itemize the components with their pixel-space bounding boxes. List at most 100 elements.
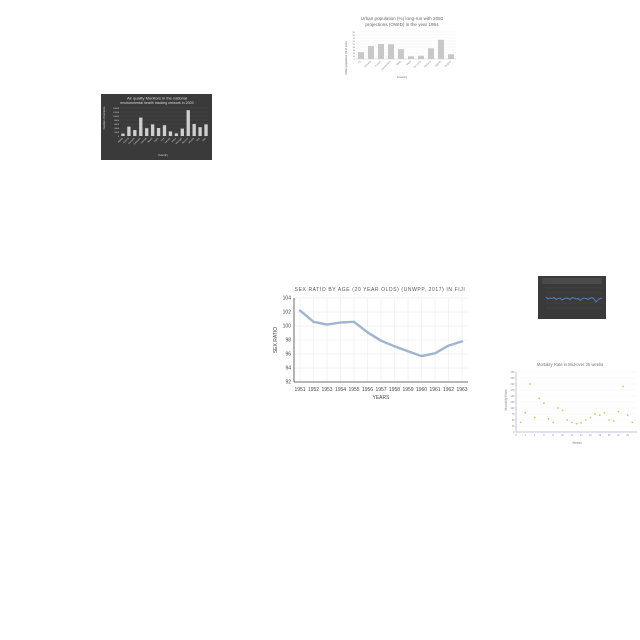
y-tick-label: 225 [511,377,516,380]
data-point [570,421,573,424]
data-point [556,407,559,409]
chart-title-line: environmental health tracking network in… [120,101,193,105]
x-tick-label: Tanzania [424,60,432,68]
bar [186,110,190,136]
x-tick-label: 4 [534,434,536,437]
y-tick-label: 6000 [114,124,119,126]
x-tick-label: 22 [617,434,620,437]
y-axis-label: SEX RATIO [273,327,279,353]
x-tick-label: Grenada [364,60,373,69]
chart-title-line: Urban population (%) long-run with 2050 [361,16,444,21]
y-tick-label: 90 [353,32,356,34]
x-tick-label: Utah [202,136,208,142]
x-tick-label: Michigan [176,137,184,145]
y-tick-label: 200 [511,383,516,386]
bar [204,124,208,136]
x-tick-label: Uganda [435,60,442,67]
mortality-scatter-svg: Mortality Rate in Mid-over 25 weeks Mort… [504,362,637,445]
data-point [626,414,629,417]
data-point [533,416,536,419]
data-point [552,421,555,424]
x-axis-label: Weeks [572,441,582,445]
bar [408,56,414,59]
y-tick-label: 150 [511,395,516,398]
data-point [543,402,545,405]
data-point [608,419,610,421]
chart-title: SEX RATIO BY AGE (20 YEAR OLDS) (UNWPP, … [295,287,466,293]
bar [358,52,364,59]
x-tick-label: Nepal [406,60,412,66]
x-tick-label: Iowa [161,137,166,142]
y-tick-label: 92 [285,380,291,386]
y-tick-label: 8000 [114,120,119,122]
sex-ratio-svg: SEX RATIO BY AGE (20 YEAR OLDS) (UNWPP, … [273,287,468,401]
data-point [566,419,569,421]
y-tick-label: 0 [354,59,356,61]
y-tick-label: 100 [511,407,516,410]
bar [448,54,454,59]
x-tick-label: 1956 [362,387,373,393]
data-point [580,421,583,424]
y-tick-label: 25 [512,425,515,428]
data-point [612,420,615,423]
y-tick-label: 0 [118,136,120,138]
data-point [603,411,606,414]
y-tick-label: 98 [285,338,291,344]
chart-title-line: Air quality Monitors in the national [127,96,187,101]
y-tick-label: 14000 [113,108,120,110]
x-tick-label: 10 [561,434,564,437]
y-tick-label: 0 [513,431,515,434]
data-point [617,410,620,413]
bar [198,127,202,136]
y-tick-label: 70 [353,38,356,40]
y-axis-label: Mortality Rate [504,389,508,410]
bar [368,46,374,59]
data-point [519,421,522,424]
x-tick-label: 1954 [335,387,346,393]
x-tick-label: Hawaii [148,137,154,143]
bar [438,39,444,59]
y-tick-label: 4000 [114,128,119,130]
y-tick-label: 75 [512,413,515,416]
data-point [547,417,550,420]
x-tick-label: Sri Lanka [413,60,422,69]
x-tick-label: 1961 [429,387,440,393]
x-tick-label: 0 [515,434,517,437]
sex-ratio-chart: SEX RATIO BY AGE (20 YEAR OLDS) (UNWPP, … [268,282,476,404]
bar [168,131,173,136]
x-tick-label: 1955 [348,387,359,393]
series-line [298,309,464,358]
bar [145,128,149,136]
y-tick-label: 10 [353,56,356,58]
x-tick-label: 1951 [294,387,305,393]
y-tick-label: 50 [353,44,356,46]
x-tick-label: 1959 [402,387,413,393]
x-tick-label: 6 [543,434,545,437]
y-tick-label: 94 [285,366,291,372]
air-quality-svg: Air quality Monitors in the national env… [102,96,209,157]
x-tick-label: 1962 [443,387,454,393]
bar [156,128,161,136]
x-tick-label: 20 [608,434,611,437]
y-axis-label: Urban population (% of total) [344,41,348,74]
urban-population-svg: Urban population (%) long-run with 2050 … [344,16,456,79]
x-tick-label: Fiji [358,60,362,64]
x-axis-label: Country [397,75,408,79]
data-point [561,409,564,412]
y-axis-label: Number of monitors [102,106,106,129]
x-tick-label: Delaware [133,136,142,145]
bar [378,44,384,59]
x-tick-label: Uruguay [444,59,453,68]
bar [127,126,131,136]
x-axis-label: Country [158,153,168,157]
y-tick-label: 30 [353,50,356,52]
bar [174,133,179,136]
bar [121,133,125,136]
bar [139,117,143,136]
bar [388,44,394,59]
series-line [545,296,603,303]
x-tick-label: Malta [396,60,402,66]
x-tick-label: Alaska [117,136,124,143]
x-tick-label: 1957 [375,387,386,393]
data-point [594,413,597,415]
